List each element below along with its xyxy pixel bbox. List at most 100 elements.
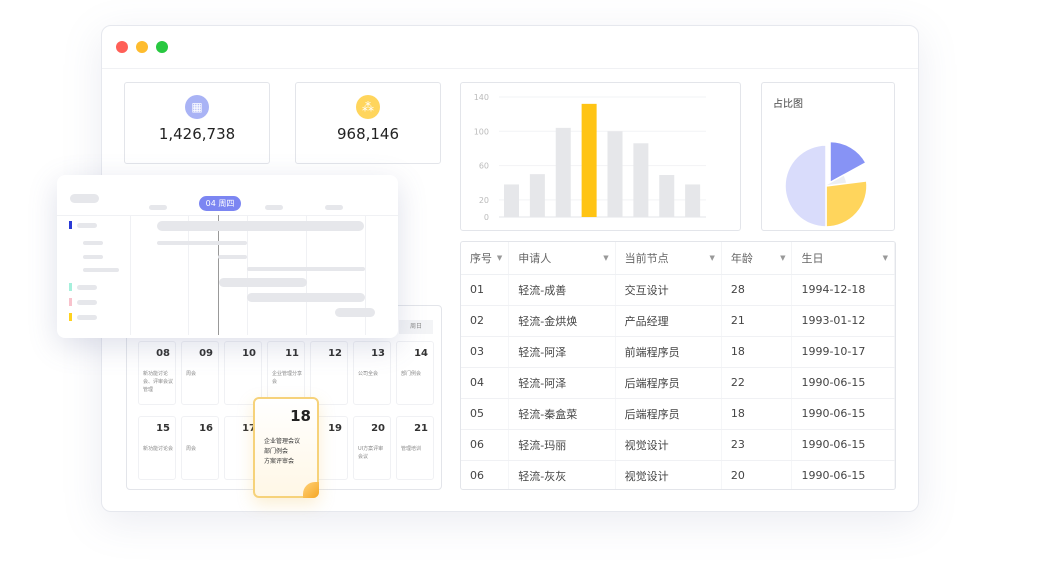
table-cell: 06: [461, 460, 510, 489]
column-header[interactable]: 序号 ▼: [461, 242, 510, 275]
column-header[interactable]: 当前节点 ▼: [615, 242, 722, 275]
bar[interactable]: [504, 184, 519, 217]
calendar-day[interactable]: 08 新功能讨论会、评审会议管理: [138, 341, 176, 405]
table-cell: 1990-06-15: [791, 398, 895, 430]
table-cell: 18: [721, 336, 793, 368]
day-event: 新功能讨论会: [143, 446, 174, 452]
table-cell: 轻流-玛丽: [508, 429, 616, 461]
day-number: 13: [371, 348, 385, 359]
pie-chart-title: 占比图: [773, 99, 803, 110]
table-cell: 1999-10-17: [791, 336, 895, 368]
day-number: 19: [328, 423, 342, 434]
day-number: 08: [156, 348, 170, 359]
table-cell: 后端程序员: [615, 398, 722, 430]
calendar-day[interactable]: 09 周会: [181, 341, 219, 405]
stat-card-1: ▦ 1,426,738: [124, 82, 270, 164]
table-row[interactable]: 02 轻流-金烘焕 产品经理 21 1993-01-12: [461, 305, 895, 337]
day-event: 公司全会: [358, 371, 379, 377]
table-row[interactable]: 05 轻流-秦盒菜 后端程序员 18 1990-06-15: [461, 398, 895, 430]
event-note-card[interactable]: 18 企业管理会议 部门例会 方案评审会: [253, 397, 319, 498]
gantt-panel: 04 周四: [57, 175, 398, 338]
calendar-day[interactable]: 11 企业管理分享会: [267, 341, 305, 405]
gantt-bar[interactable]: [157, 221, 364, 231]
table-row[interactable]: 06 轻流-玛丽 视觉设计 23 1990-06-15: [461, 429, 895, 461]
sort-caret-icon[interactable]: ▼: [496, 254, 503, 262]
sort-caret-icon[interactable]: ▼: [780, 254, 786, 262]
table-cell: 23: [721, 429, 793, 461]
table-cell: 20: [721, 460, 793, 489]
calendar-day[interactable]: 13 公司全会: [353, 341, 391, 405]
day-number: 14: [414, 348, 428, 359]
table-cell: 21: [721, 305, 793, 337]
table-row[interactable]: 03 轻流-阿泽 前端程序员 18 1999-10-17: [461, 336, 895, 368]
calendar-day[interactable]: 15 新功能讨论会: [138, 416, 176, 480]
bar[interactable]: [607, 131, 623, 217]
table-cell: 轻流-灰灰: [508, 460, 616, 489]
close-button[interactable]: [116, 41, 128, 53]
gantt-bar[interactable]: [247, 267, 365, 271]
today-line: [218, 215, 219, 335]
calendar-day[interactable]: 12: [310, 341, 348, 405]
sort-caret-icon[interactable]: ▼: [603, 254, 609, 262]
calendar-day[interactable]: 16 周会: [181, 416, 219, 480]
table-cell: 产品经理: [615, 305, 722, 337]
table-cell: 03: [461, 336, 510, 368]
table-row[interactable]: 04 轻流-阿泽 后端程序员 22 1990-06-15: [461, 367, 895, 399]
calendar-day[interactable]: 20 UI方案评审会议: [353, 416, 391, 480]
bar[interactable]: [555, 127, 571, 217]
sort-caret-icon[interactable]: ▼: [709, 254, 715, 262]
gantt-bar[interactable]: [335, 308, 375, 317]
gantt-bar[interactable]: [218, 255, 247, 259]
bar[interactable]: [633, 143, 649, 217]
grid-icon: ▦: [185, 95, 209, 119]
today-marker[interactable]: 04 周四: [199, 196, 241, 211]
table-row[interactable]: 01 轻流-成善 交互设计 28 1994-12-18: [461, 274, 895, 306]
table-cell: 28: [721, 274, 793, 306]
table-cell: 轻流-阿泽: [508, 367, 616, 399]
data-table: 序号 ▼ 申请人 ▼ 当前节点 ▼ 年龄 ▼ 生日 ▼ 01 轻流-成善 交互设计 28 1994-12-…: [460, 241, 896, 490]
weekday-label: 周日: [399, 320, 433, 334]
column-header[interactable]: 生日 ▼: [791, 242, 895, 275]
bar-chart: 0 20 60 100 140: [474, 93, 706, 222]
table-row[interactable]: 06 轻流-灰灰 视觉设计 20 1990-06-15: [461, 460, 895, 489]
calendar-day[interactable]: 10: [224, 341, 262, 405]
table-cell: 1990-06-15: [791, 429, 895, 461]
maximize-button[interactable]: [156, 41, 168, 53]
column-header[interactable]: 年龄 ▼: [721, 242, 793, 275]
sort-caret-icon[interactable]: ▼: [882, 254, 888, 262]
day-event: 新功能讨论会、评审会议管理: [143, 371, 174, 393]
minimize-button[interactable]: [136, 41, 148, 53]
calendar-day[interactable]: 21 管理培训: [396, 416, 434, 480]
stat-value: 1,426,738: [158, 125, 236, 143]
table-cell: 视觉设计: [615, 460, 722, 489]
gantt-bar[interactable]: [157, 241, 247, 245]
day-number: 16: [199, 423, 213, 434]
bar[interactable]: [685, 184, 701, 217]
stat-card-2: ⁂ 968,146: [295, 82, 441, 164]
column-header[interactable]: 申请人 ▼: [508, 242, 616, 275]
table-cell: 前端程序员: [615, 336, 722, 368]
gantt-bar[interactable]: [247, 293, 365, 302]
note-day: 18: [290, 407, 311, 425]
bar[interactable]: [529, 174, 545, 217]
table-cell: 01: [461, 274, 510, 306]
stat-value: 968,146: [336, 125, 400, 143]
pie-slice[interactable]: [784, 144, 827, 228]
y-tick-label: 60: [479, 162, 489, 171]
gantt-title-placeholder: [70, 194, 99, 203]
bar[interactable]: [659, 175, 675, 217]
table-cell: 22: [721, 367, 793, 399]
table-cell: 视觉设计: [615, 429, 722, 461]
pie-slice[interactable]: [825, 180, 868, 228]
pie-chart-card: 占比图: [761, 82, 895, 231]
y-tick-label: 140: [474, 93, 489, 102]
pie-slice[interactable]: [829, 140, 867, 184]
gantt-bar[interactable]: [219, 278, 307, 287]
calendar-day[interactable]: 14 部门例会: [396, 341, 434, 405]
day-number: 20: [371, 423, 385, 434]
day-number: 11: [285, 348, 299, 359]
bar[interactable]: [581, 103, 597, 217]
day-number: 21: [414, 423, 428, 434]
day-number: 15: [156, 423, 170, 434]
table-cell: 1990-06-15: [791, 367, 895, 399]
